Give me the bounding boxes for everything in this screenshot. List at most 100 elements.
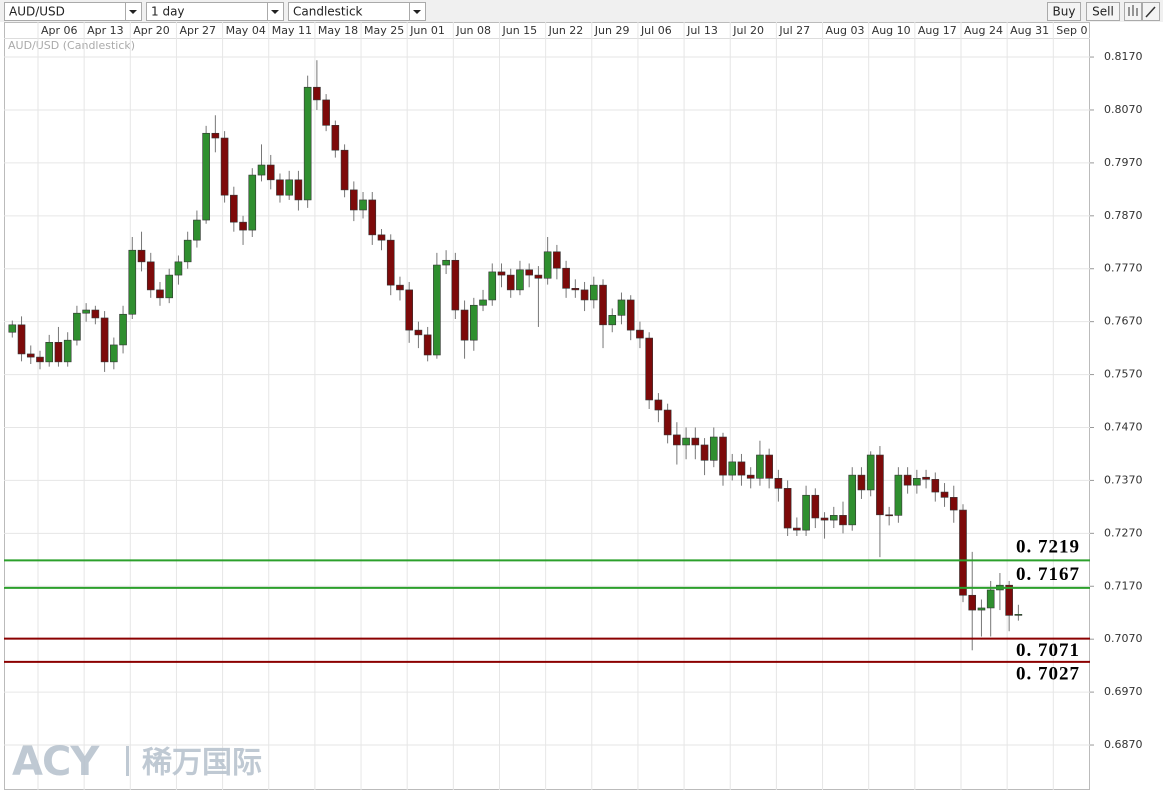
candle-body xyxy=(183,239,192,263)
level-label: 0. 7219 xyxy=(1016,537,1080,558)
y-tick-label: 0.7170 xyxy=(1104,579,1143,592)
candle-body xyxy=(673,434,681,446)
x-tick-label: Apr 13 xyxy=(87,24,124,37)
candle-body xyxy=(746,474,755,479)
candle-body xyxy=(469,304,478,341)
candle-body xyxy=(193,219,201,241)
candle-body xyxy=(156,289,164,299)
candle-body xyxy=(599,284,607,326)
candle-body xyxy=(793,527,801,531)
y-tick-label: 0.7570 xyxy=(1104,368,1143,381)
sell: Sell xyxy=(1092,5,1114,19)
interval-select[interactable] xyxy=(146,2,284,21)
candle-body xyxy=(414,329,423,336)
x-tick-label: Jun 15 xyxy=(501,24,537,37)
x-tick-label: Aug 03 xyxy=(826,24,865,37)
plot-frame xyxy=(4,22,1090,790)
candle-body xyxy=(525,269,533,276)
candle-body xyxy=(313,86,321,101)
candle-body xyxy=(626,299,635,331)
candle-body xyxy=(100,317,109,363)
candle-body xyxy=(940,491,949,498)
candle-body xyxy=(728,461,737,476)
candle-body xyxy=(986,589,995,609)
candle-body xyxy=(285,179,294,196)
candle-body xyxy=(350,189,358,211)
candle-body xyxy=(276,179,284,196)
y-tick-label: 0.7670 xyxy=(1104,315,1143,328)
candle-body xyxy=(876,454,884,516)
candle-body xyxy=(359,199,367,211)
candle-body xyxy=(165,274,174,299)
candle-body xyxy=(331,125,340,151)
candle-body xyxy=(682,437,690,446)
x-tick-label: Aug 31 xyxy=(1010,24,1049,37)
candle-body xyxy=(17,324,26,355)
candle-body xyxy=(608,315,617,326)
x-tick-label: Apr 27 xyxy=(179,24,216,37)
candle-body xyxy=(128,249,137,315)
y-tick-label: 0.7370 xyxy=(1104,473,1143,486)
candle-body xyxy=(497,271,506,276)
candle-body xyxy=(377,234,386,241)
candle-body xyxy=(368,199,377,236)
icon xyxy=(1128,5,1138,16)
candle-body xyxy=(211,132,220,139)
candle-body xyxy=(654,399,663,411)
x-tick-label: Apr 20 xyxy=(133,24,170,37)
candle-body xyxy=(340,149,349,191)
watermark-name: 稀万国际 xyxy=(142,746,262,781)
y-tick-label: 0.6870 xyxy=(1104,738,1143,751)
candle-body xyxy=(709,436,718,461)
candle-body xyxy=(783,488,792,529)
candle-body xyxy=(645,337,653,401)
icon xyxy=(1145,6,1156,18)
candle-body xyxy=(239,221,247,231)
candle-body xyxy=(442,259,450,266)
candle-body xyxy=(968,594,977,611)
candle-body xyxy=(257,164,266,176)
x-tick-label: Jun 08 xyxy=(455,24,491,37)
level-label: 0. 7167 xyxy=(1016,564,1080,585)
x-tick-label: Jun 01 xyxy=(409,24,445,37)
candle-body xyxy=(488,271,497,301)
candle-body xyxy=(589,284,598,301)
candle-body xyxy=(91,309,100,319)
x-tick-label: Jul 27 xyxy=(778,24,810,37)
style: Candlestick xyxy=(293,5,363,19)
y-tick-label: 0.8170 xyxy=(1104,50,1143,63)
watermark: ACY 稀万国际 xyxy=(12,739,262,785)
candle-body xyxy=(322,99,330,126)
buy-button[interactable] xyxy=(1047,2,1081,21)
sell-button[interactable] xyxy=(1086,2,1120,21)
x-tick-label: Aug 17 xyxy=(918,24,957,37)
candle-body xyxy=(248,174,257,231)
candle-body xyxy=(1014,614,1023,616)
candle-body xyxy=(562,267,570,289)
candle-body xyxy=(571,288,580,291)
symbol-select[interactable] xyxy=(4,2,142,21)
x-tick-label: Aug 24 xyxy=(964,24,1003,37)
style-select[interactable] xyxy=(288,2,426,21)
candle-body xyxy=(663,409,672,436)
x-tick-label: Aug 10 xyxy=(872,24,911,37)
candle-body xyxy=(146,261,155,291)
watermark-bar xyxy=(126,746,129,776)
candle-body xyxy=(700,444,709,461)
candle-body xyxy=(636,329,644,339)
candle-body xyxy=(839,515,847,526)
x-tick-label: Jul 13 xyxy=(686,24,718,37)
candle-body xyxy=(516,269,524,291)
candle-body xyxy=(580,289,589,301)
watermark-brand: ACY xyxy=(12,739,100,785)
x-tick-label: May 11 xyxy=(272,24,312,37)
candle-body xyxy=(774,477,783,489)
candle-body xyxy=(866,454,875,491)
x-tick-label: May 18 xyxy=(318,24,358,37)
candle-body xyxy=(756,454,764,479)
candle-body xyxy=(63,339,72,363)
dropdown-arrow xyxy=(271,10,279,14)
candle-body xyxy=(913,477,921,486)
candle-body xyxy=(802,494,810,531)
